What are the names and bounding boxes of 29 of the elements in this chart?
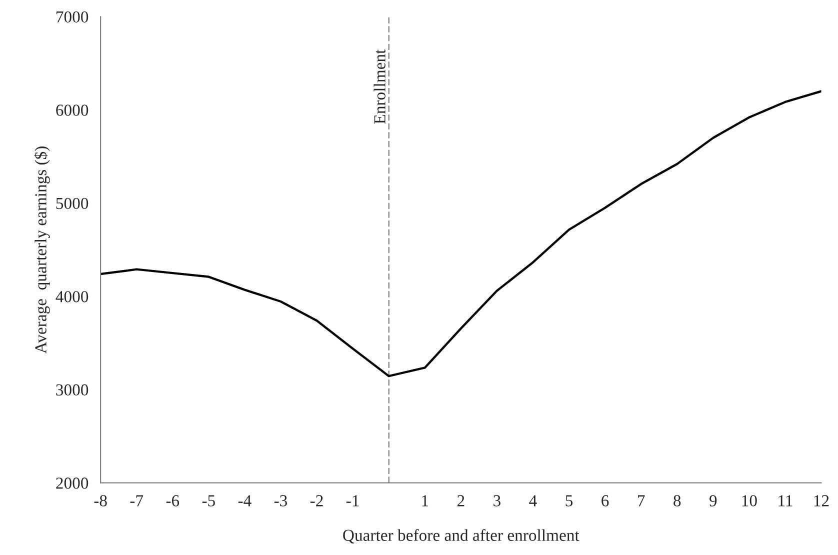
x-tick-label: -1	[346, 495, 359, 506]
y-tick-label: 7000	[56, 11, 88, 23]
x-tick-label: 11	[778, 495, 792, 506]
x-tick-label: 9	[710, 495, 717, 506]
ref-line-label: Enrollment	[374, 49, 386, 124]
x-tick-label: 6	[602, 495, 609, 506]
x-tick-label: 7	[638, 495, 645, 506]
y-tick-label: 5000	[56, 198, 88, 210]
x-tick-label: -8	[94, 495, 107, 506]
x-tick-label: -5	[202, 495, 215, 506]
x-tick-label: 3	[494, 495, 500, 506]
x-tick-label: -4	[238, 495, 252, 506]
y-axis-title: Average quarterly earnings ($)	[34, 146, 50, 354]
x-tick-label: -2	[310, 495, 323, 506]
x-tick-label: -6	[166, 495, 180, 506]
x-tick-label: 10	[742, 495, 757, 506]
x-tick-label: -3	[274, 495, 288, 506]
y-tick-label: 4000	[56, 291, 88, 302]
x-tick-label: 12	[814, 495, 829, 506]
x-axis-title: Quarter before and after enrollment	[343, 529, 580, 544]
x-tick-label: 8	[674, 495, 681, 506]
x-tick-label: -7	[130, 495, 144, 506]
x-tick-label: 2	[457, 495, 464, 506]
x-tick-label: 1	[422, 495, 428, 506]
y-tick-label: 6000	[56, 104, 88, 116]
y-tick-label: 3000	[56, 384, 88, 396]
x-tick-label: 5	[566, 495, 573, 506]
y-tick-label: 2000	[56, 478, 88, 489]
x-tick-label: 4	[529, 495, 537, 506]
